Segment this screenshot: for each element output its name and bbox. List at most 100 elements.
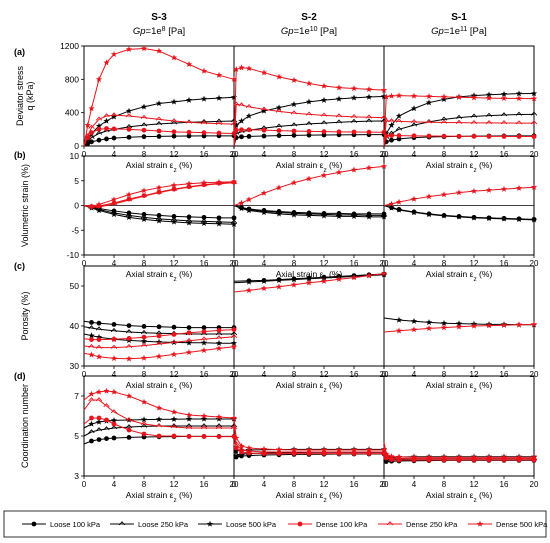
x-tick-label: 16 bbox=[350, 259, 359, 268]
data-point bbox=[88, 203, 95, 210]
data-point bbox=[515, 184, 523, 191]
data-point bbox=[275, 73, 283, 80]
data-point bbox=[140, 122, 148, 127]
x-axis-label-main: Axial strain ε bbox=[276, 269, 324, 279]
y-axis-label: Porosity (%) bbox=[20, 291, 30, 340]
data-point bbox=[201, 434, 207, 439]
data-point bbox=[125, 212, 133, 217]
data-point bbox=[141, 324, 147, 329]
data-point bbox=[186, 214, 192, 220]
x-tick-label: 20 bbox=[530, 259, 539, 268]
data-point bbox=[111, 336, 117, 342]
data-point bbox=[380, 212, 388, 217]
x-tick-label: 20 bbox=[530, 370, 539, 379]
x-tick-label: 20 bbox=[230, 370, 239, 379]
data-point bbox=[125, 197, 133, 202]
data-point bbox=[110, 327, 118, 333]
legend-marker bbox=[31, 521, 37, 527]
data-point bbox=[485, 120, 493, 125]
data-point bbox=[170, 408, 178, 415]
gp-value: =1e bbox=[294, 26, 310, 37]
x-tick-label: 20 bbox=[230, 480, 239, 489]
series-line bbox=[383, 120, 534, 147]
data-point bbox=[125, 123, 133, 129]
data-point bbox=[104, 417, 109, 423]
data-point bbox=[230, 425, 238, 430]
data-point bbox=[88, 420, 95, 427]
data-point bbox=[230, 76, 238, 82]
x-axis-label-subscript: z bbox=[473, 167, 476, 174]
data-point bbox=[216, 434, 222, 439]
data-point bbox=[155, 47, 163, 54]
column-sample-label: S-2 bbox=[301, 12, 317, 23]
data-point bbox=[320, 96, 328, 103]
x-tick-label: 4 bbox=[412, 150, 417, 159]
data-point bbox=[186, 325, 192, 330]
series-line bbox=[233, 425, 384, 453]
data-point bbox=[425, 93, 433, 100]
data-point bbox=[486, 134, 492, 139]
data-point bbox=[500, 185, 508, 192]
data-point bbox=[216, 130, 222, 136]
data-point bbox=[389, 137, 394, 143]
data-point bbox=[239, 453, 244, 459]
data-point bbox=[155, 215, 163, 221]
chart-d-S-3 bbox=[83, 387, 238, 445]
data-point bbox=[95, 333, 103, 340]
x-tick-label: 8 bbox=[442, 480, 447, 489]
data-point bbox=[290, 179, 298, 186]
data-point bbox=[440, 96, 448, 102]
data-point bbox=[185, 119, 193, 124]
data-point bbox=[410, 454, 418, 461]
data-point bbox=[365, 272, 373, 279]
data-point bbox=[230, 339, 238, 346]
x-axis-label-subscript: z bbox=[473, 276, 476, 283]
data-point bbox=[245, 65, 253, 72]
data-point bbox=[95, 326, 103, 331]
data-point bbox=[275, 277, 283, 284]
data-point bbox=[305, 211, 313, 216]
x-axis-label-subscript: z bbox=[173, 387, 176, 394]
series-line bbox=[83, 399, 234, 429]
data-point bbox=[500, 215, 508, 222]
data-point bbox=[111, 322, 117, 327]
x-tick-label: 0 bbox=[232, 150, 237, 159]
x-axis-label: Axial strain εz (%) bbox=[426, 490, 493, 504]
data-point bbox=[305, 212, 313, 219]
data-point bbox=[515, 95, 523, 102]
x-tick-label: 12 bbox=[170, 370, 179, 379]
data-point bbox=[365, 212, 373, 217]
data-point bbox=[305, 175, 313, 182]
data-point bbox=[140, 114, 148, 119]
data-point bbox=[305, 121, 313, 126]
x-tick-label: 4 bbox=[262, 259, 267, 268]
y-tick-label: 5 bbox=[74, 176, 79, 186]
data-point bbox=[111, 126, 117, 132]
data-point bbox=[261, 127, 267, 133]
data-point bbox=[320, 211, 328, 216]
data-point bbox=[395, 126, 403, 131]
data-point bbox=[103, 113, 110, 118]
data-point bbox=[104, 126, 109, 131]
data-point bbox=[395, 118, 403, 123]
data-point bbox=[321, 132, 327, 138]
x-tick-label: 0 bbox=[382, 480, 387, 489]
x-axis-label-main: Axial strain ε bbox=[426, 490, 474, 500]
data-point bbox=[238, 102, 245, 107]
data-point bbox=[500, 95, 508, 101]
x-axis-label-unit: (%) bbox=[177, 490, 193, 500]
data-point bbox=[470, 119, 478, 125]
data-point bbox=[246, 127, 252, 133]
data-point bbox=[141, 212, 147, 217]
data-point bbox=[95, 76, 103, 82]
data-point bbox=[171, 332, 177, 337]
gp-unit: [Pa] bbox=[467, 26, 487, 37]
x-tick-label: 16 bbox=[500, 259, 509, 268]
y-axis-label: q (kPa) bbox=[25, 81, 35, 110]
data-point bbox=[170, 339, 178, 344]
data-point bbox=[365, 118, 373, 123]
data-point bbox=[155, 341, 163, 346]
data-point bbox=[200, 118, 208, 124]
data-point bbox=[215, 178, 223, 185]
